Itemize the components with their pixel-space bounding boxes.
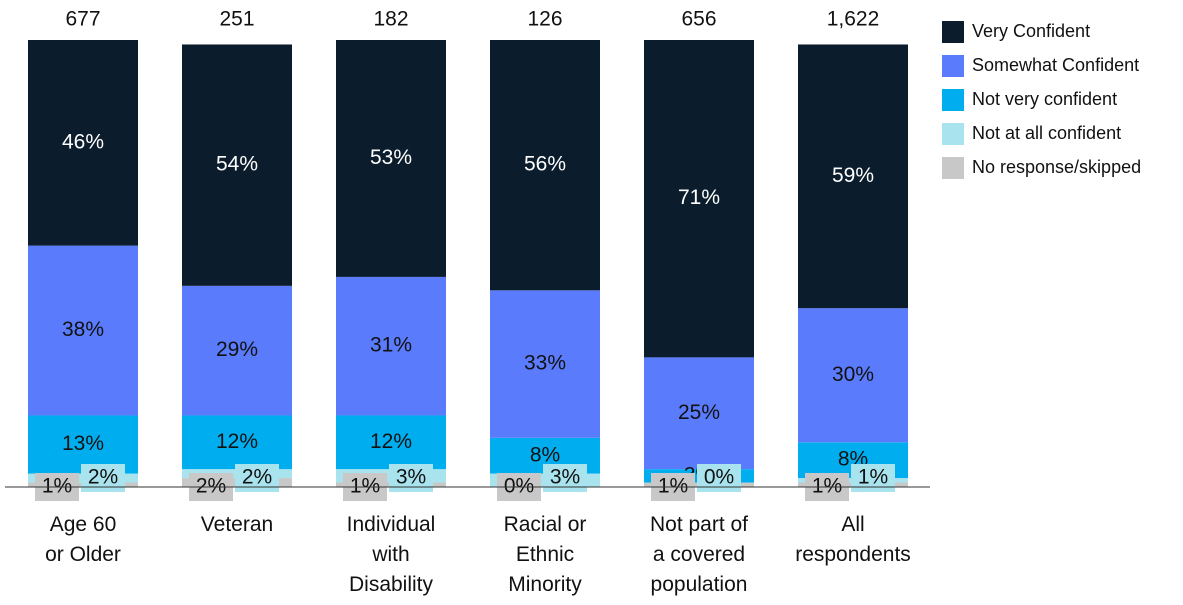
x-tick-label: Racial or Ethnic Minority — [504, 513, 587, 596]
data-label: 33% — [524, 352, 566, 375]
legend-swatch — [942, 157, 964, 179]
legend-label: Somewhat Confident — [972, 55, 1139, 75]
legend-label: Not very confident — [972, 89, 1117, 109]
bar-segment — [490, 40, 600, 291]
data-label: 8% — [530, 443, 560, 466]
bar-segment — [28, 245, 138, 416]
legend-swatch — [942, 21, 964, 43]
data-label: 38% — [62, 318, 104, 341]
data-label: 1% — [42, 475, 72, 498]
legend-label: Not at all confident — [972, 123, 1121, 143]
data-label: 1% — [858, 466, 888, 489]
bar-segment — [28, 40, 138, 246]
data-label: 54% — [216, 153, 258, 176]
legend-swatch — [942, 89, 964, 111]
legend-label: No response/skipped — [972, 157, 1141, 177]
bar-segment — [490, 290, 600, 438]
bar-segment — [28, 415, 138, 474]
total-label: 1,622 — [827, 8, 880, 31]
x-tick-label: Veteran — [201, 513, 273, 536]
data-label: 29% — [216, 338, 258, 361]
data-label: 0% — [504, 475, 534, 498]
total-label: 126 — [527, 8, 562, 31]
data-label: 25% — [678, 401, 720, 424]
bar-segment — [336, 276, 446, 416]
data-label: 13% — [62, 432, 104, 455]
total-label: 656 — [681, 8, 716, 31]
data-label: 31% — [370, 334, 412, 357]
total-label: 251 — [219, 8, 254, 31]
legend-swatch — [942, 55, 964, 77]
data-label: 30% — [832, 363, 874, 386]
bar-segment — [336, 40, 446, 277]
total-label: 182 — [373, 8, 408, 31]
bar-segment — [182, 415, 292, 470]
data-label: 46% — [62, 130, 104, 153]
data-label: 3% — [550, 466, 580, 489]
data-label: 3% — [396, 466, 426, 489]
data-label: 1% — [812, 475, 842, 498]
data-label: 71% — [678, 186, 720, 209]
bar-segment — [182, 285, 292, 416]
x-tick-label: Individual with Disability — [347, 513, 436, 596]
data-label: 59% — [832, 164, 874, 187]
bar-segment — [644, 357, 754, 470]
data-label: 1% — [658, 475, 688, 498]
x-tick-label: Not part of a covered population — [650, 513, 748, 596]
legend-label: Very Confident — [972, 21, 1090, 41]
bar-segment — [644, 40, 754, 358]
data-label: 2% — [88, 466, 118, 489]
legend-swatch — [942, 123, 964, 145]
x-tick-label: Age 60 or Older — [45, 513, 121, 566]
total-label: 677 — [65, 8, 100, 31]
x-tick-label: All respondents — [795, 513, 911, 566]
data-label: 53% — [370, 146, 412, 169]
data-label: 12% — [216, 430, 258, 453]
bar-segment — [798, 308, 908, 443]
bar-segment — [336, 415, 446, 470]
data-label: 56% — [524, 153, 566, 176]
data-label: 12% — [370, 430, 412, 453]
data-label: 1% — [350, 475, 380, 498]
data-label: 2% — [196, 475, 226, 498]
bar-segment — [798, 44, 908, 309]
data-label: 0% — [704, 466, 734, 489]
bar-segment — [182, 44, 292, 286]
data-label: 2% — [242, 466, 272, 489]
